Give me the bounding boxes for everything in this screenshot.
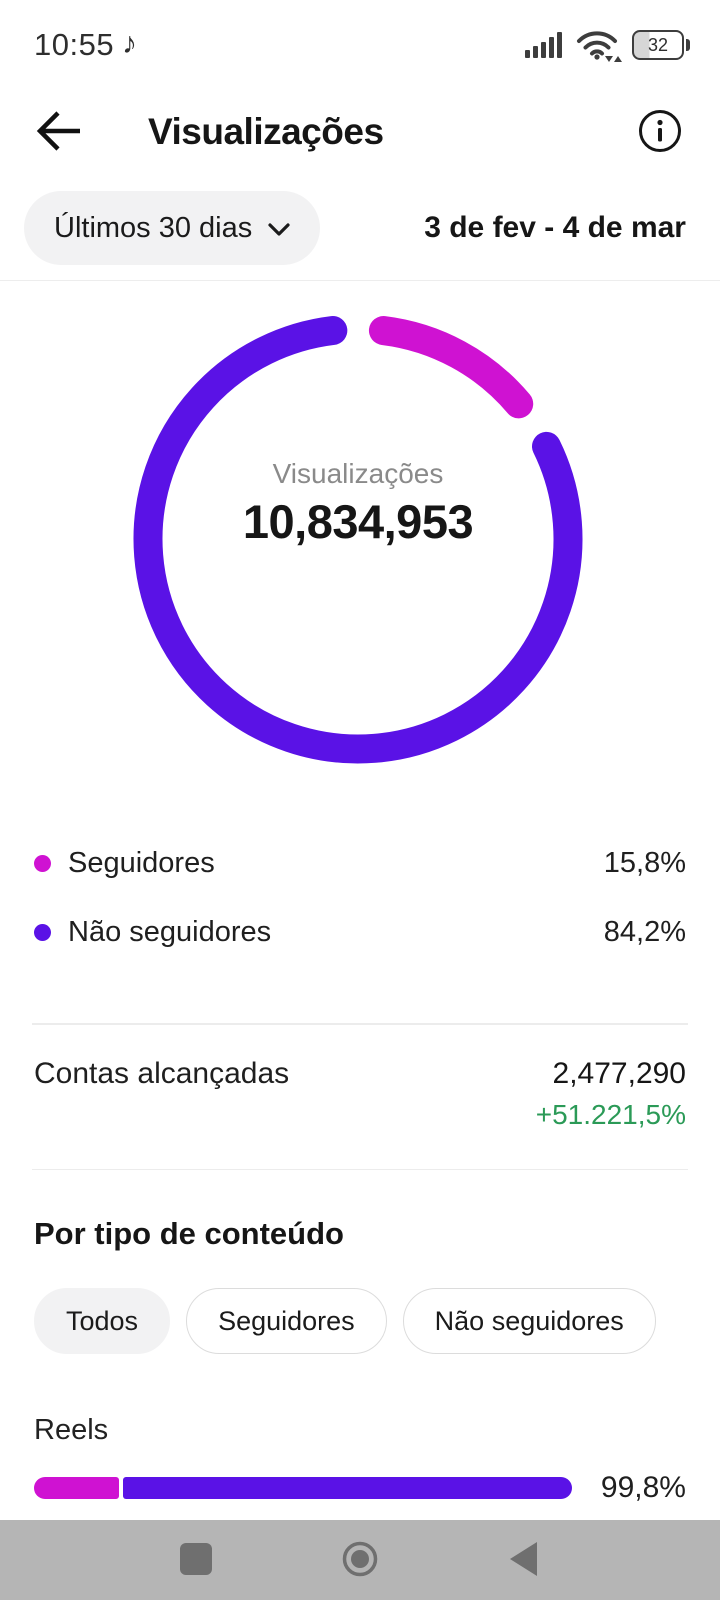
clock-text: 10:55 bbox=[34, 27, 115, 62]
legend-dot-non-followers bbox=[34, 924, 51, 941]
reach-label: Contas alcançadas bbox=[34, 1056, 290, 1090]
donut-center: Visualizações 10,834,953 bbox=[128, 455, 588, 551]
divider bbox=[32, 1023, 688, 1025]
section-heading: Por tipo de conteúdo bbox=[34, 1216, 344, 1251]
home-circle-icon bbox=[342, 1541, 378, 1580]
divider bbox=[32, 1168, 688, 1170]
content-type-section: Por tipo de conteúdo Todos Seguidores Nã… bbox=[0, 1216, 720, 1505]
bar-followers-segment bbox=[34, 1477, 119, 1499]
legend-dot-followers bbox=[34, 855, 51, 872]
reels-bar bbox=[34, 1477, 572, 1499]
square-icon bbox=[179, 1542, 213, 1579]
date-range-text: 3 de fev - 4 de mar bbox=[424, 211, 686, 244]
reach-delta: +51.221,5% bbox=[535, 1098, 686, 1130]
chip-todos[interactable]: Todos bbox=[34, 1288, 171, 1354]
back-arrow-icon bbox=[36, 109, 84, 156]
status-bar: 10:55 ♪ 32 bbox=[0, 0, 720, 80]
bar-non-followers-segment bbox=[123, 1477, 572, 1499]
info-button[interactable] bbox=[636, 108, 684, 156]
legend-item: Não seguidores 84,2% bbox=[34, 898, 686, 967]
chevron-down-icon bbox=[268, 212, 290, 245]
page-title: Visualizações bbox=[148, 111, 384, 152]
home-button[interactable] bbox=[337, 1537, 383, 1583]
chip-seguidores[interactable]: Seguidores bbox=[186, 1288, 387, 1354]
back-triangle-icon bbox=[509, 1541, 539, 1580]
content-filter-chips: Todos Seguidores Não seguidores bbox=[34, 1288, 686, 1354]
reels-percent: 99,8% bbox=[600, 1471, 686, 1504]
legend-value: 15,8% bbox=[603, 847, 686, 879]
legend-label: Não seguidores bbox=[68, 916, 272, 948]
donut-center-label: Visualizações bbox=[272, 458, 444, 489]
reach-row: Contas alcançadas 2,477,290 +51.221,5% bbox=[0, 1025, 720, 1131]
music-note-icon: ♪ bbox=[122, 27, 138, 60]
reach-value: 2,477,290 bbox=[552, 1056, 686, 1090]
legend-item: Seguidores 15,8% bbox=[34, 829, 686, 898]
chip-label: Todos bbox=[66, 1305, 139, 1336]
wifi-icon bbox=[576, 30, 622, 62]
reels-bar-row: 99,8% bbox=[34, 1471, 686, 1505]
views-donut-chart: Visualizações 10,834,953 bbox=[128, 309, 588, 769]
period-filter-button[interactable]: Últimos 30 dias bbox=[24, 191, 321, 265]
signal-strength-icon bbox=[525, 32, 562, 58]
legend: Seguidores 15,8% Não seguidores 84,2% bbox=[0, 793, 720, 967]
battery-percent-text: 32 bbox=[647, 34, 669, 55]
donut-rings bbox=[133, 314, 583, 764]
info-icon bbox=[637, 108, 683, 157]
donut-center-value: 10,834,953 bbox=[242, 495, 474, 548]
chip-label: Não seguidores bbox=[434, 1305, 624, 1336]
back-nav-button[interactable] bbox=[501, 1537, 547, 1583]
reels-label: Reels bbox=[34, 1414, 109, 1446]
legend-label: Seguidores bbox=[68, 847, 215, 879]
chip-nao-seguidores[interactable]: Não seguidores bbox=[402, 1288, 656, 1354]
back-button[interactable] bbox=[36, 108, 86, 156]
recents-button[interactable] bbox=[173, 1537, 219, 1583]
header: Visualizações bbox=[0, 80, 720, 184]
battery-icon: 32 bbox=[632, 30, 690, 60]
android-nav-bar bbox=[0, 1520, 720, 1600]
filter-row: Últimos 30 dias 3 de fev - 4 de mar bbox=[0, 184, 720, 281]
period-filter-label: Últimos 30 dias bbox=[54, 211, 253, 244]
chip-label: Seguidores bbox=[218, 1305, 355, 1336]
legend-value: 84,2% bbox=[603, 916, 686, 948]
chart-area: Visualizações 10,834,953 bbox=[0, 281, 720, 793]
wifi-traffic-arrows-icon bbox=[605, 56, 622, 62]
